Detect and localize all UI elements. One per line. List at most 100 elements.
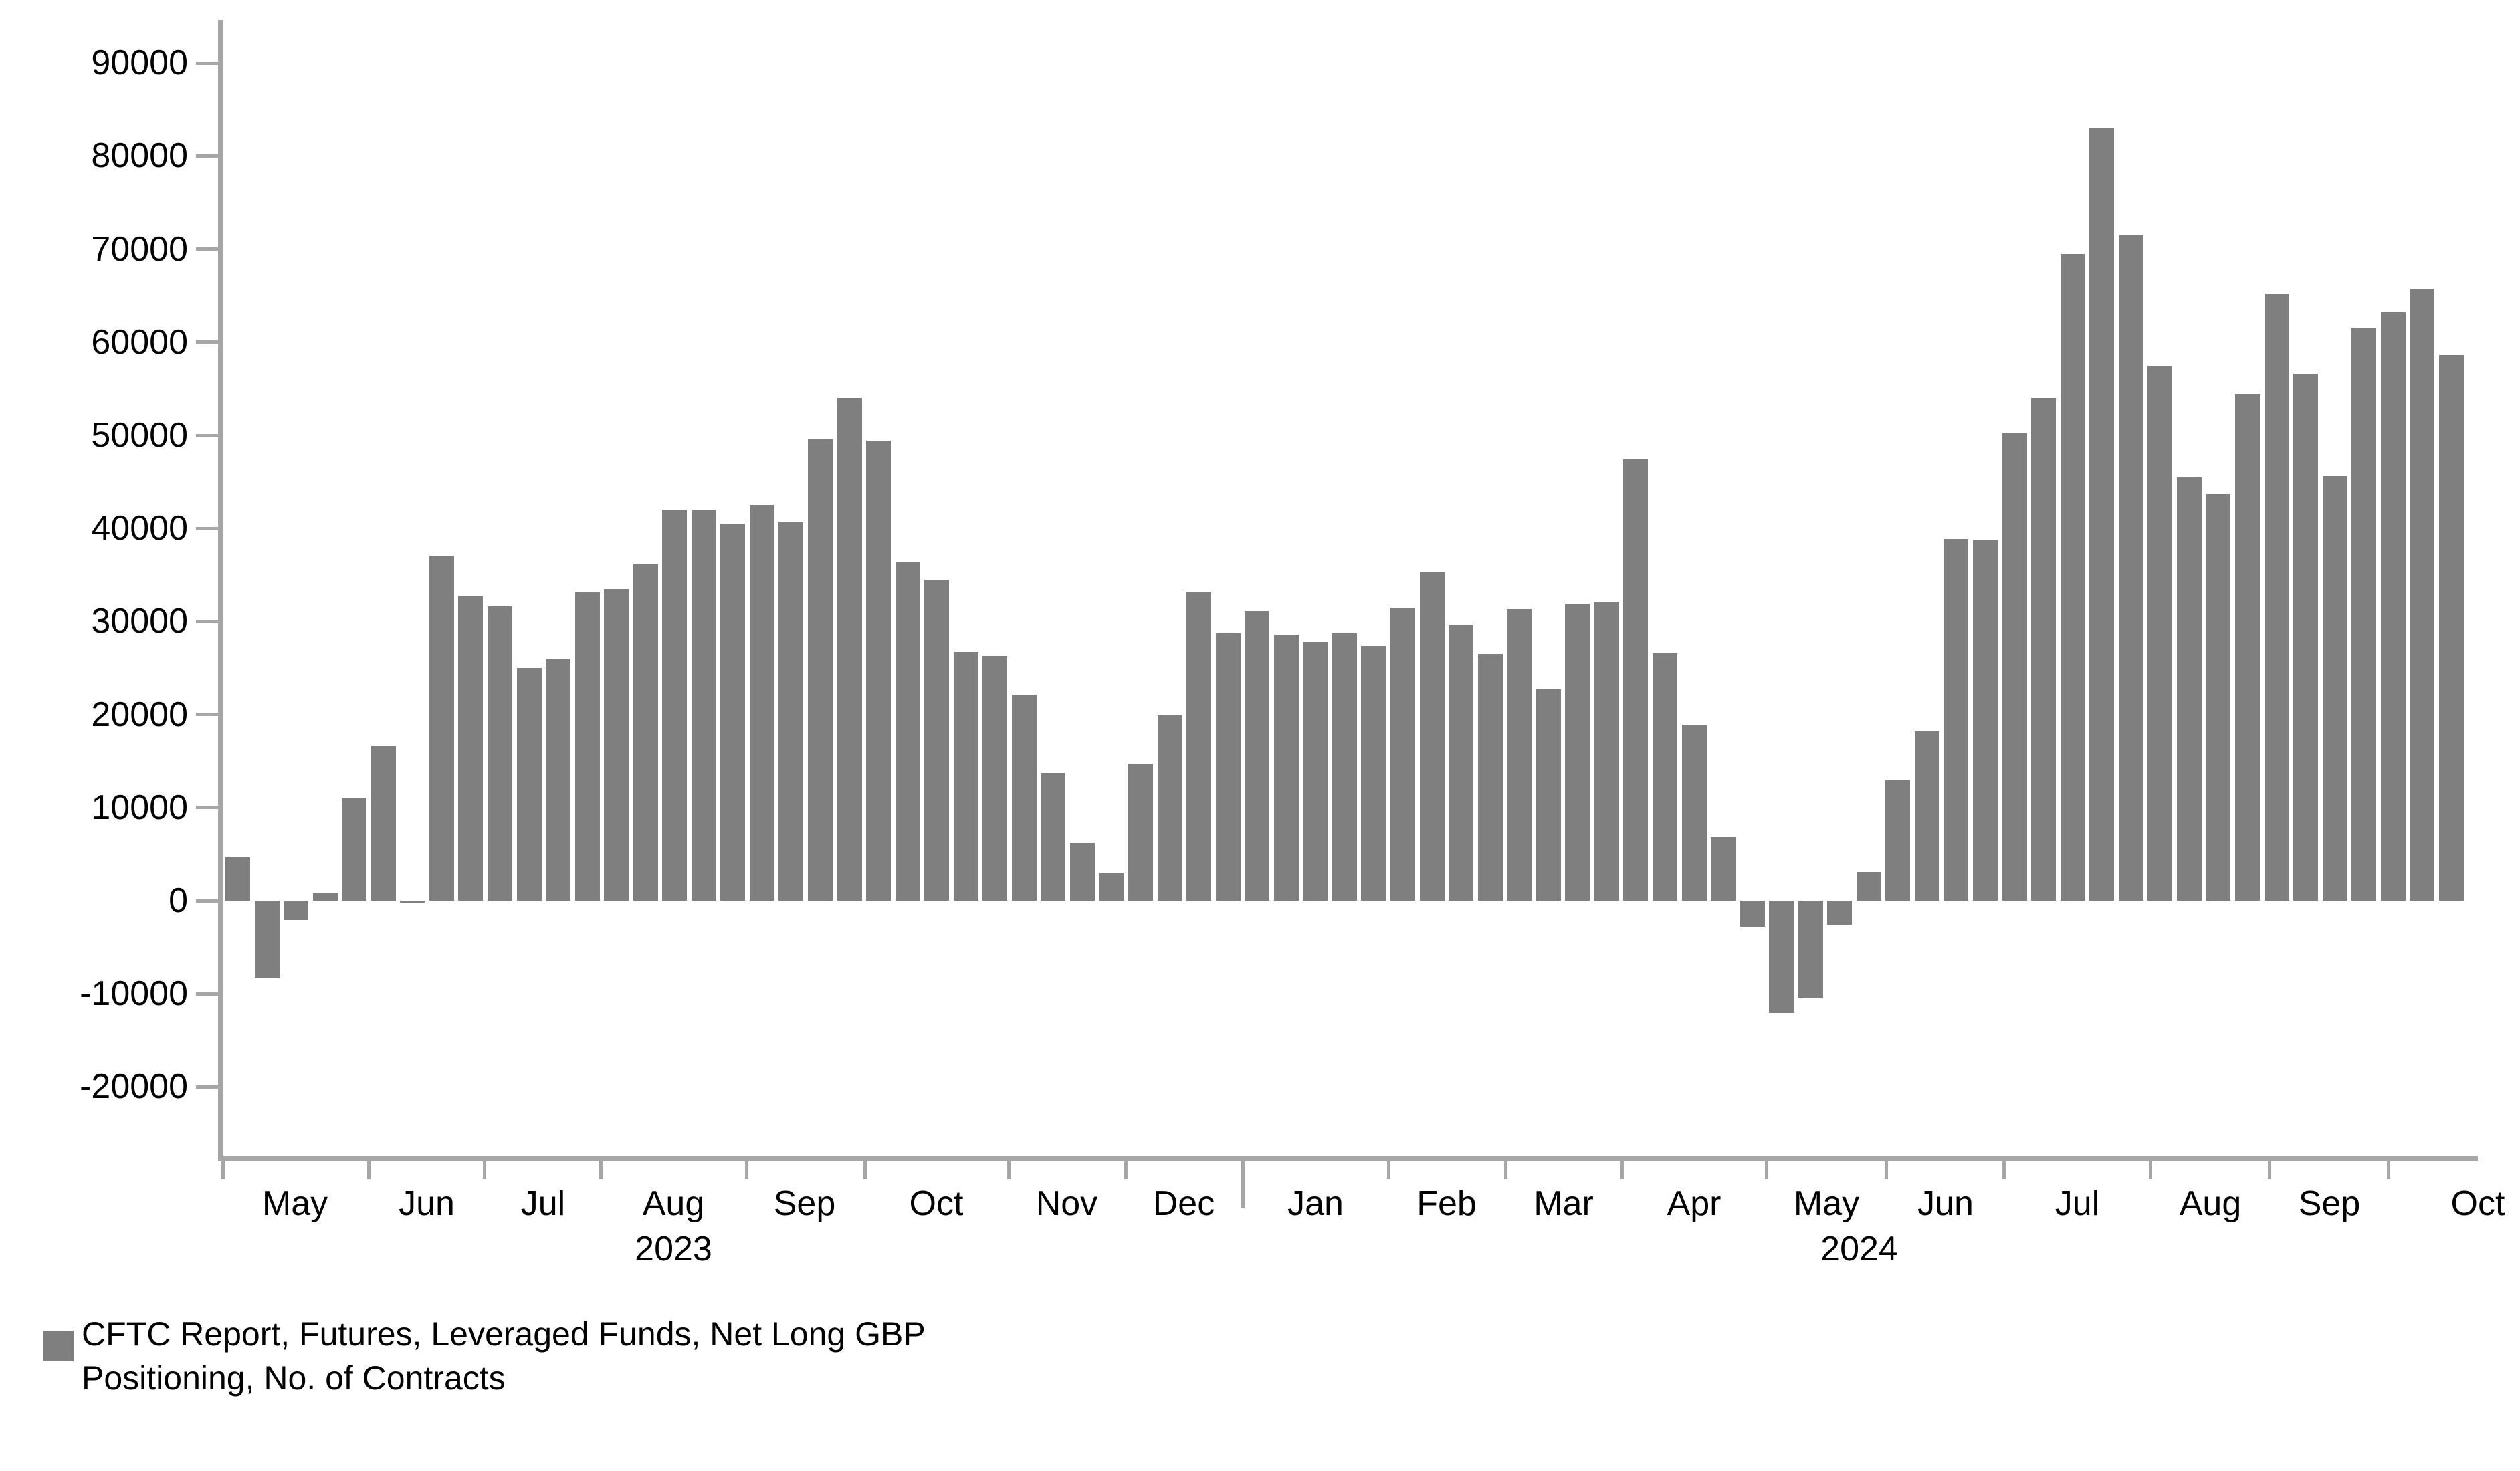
bar-74: [2351, 327, 2377, 901]
bar-17: [691, 510, 716, 901]
month-label-jan: Jan: [1287, 1184, 1344, 1223]
bar-59: [1914, 731, 1939, 901]
bar-47: [1565, 603, 1590, 901]
bar-43: [1449, 624, 1474, 901]
month-tick: [1503, 1161, 1507, 1179]
y-tick: [196, 433, 218, 437]
bar-64: [2060, 253, 2085, 901]
month-label-oct: Oct: [909, 1184, 964, 1223]
bar-16: [662, 510, 688, 901]
month-tick: [863, 1161, 867, 1179]
bar-69: [2206, 493, 2231, 901]
bar-19: [749, 505, 774, 901]
bar-5: [342, 798, 367, 901]
legend-label: CFTC Report, Futures, Leveraged Funds, N…: [82, 1312, 926, 1400]
y-tick: [196, 713, 218, 717]
bar-1: [225, 857, 250, 901]
month-label-sep: Sep: [773, 1184, 836, 1223]
legend-label-line2: Positioning, No. of Contracts: [82, 1359, 506, 1397]
month-label-jul: Jul: [2055, 1184, 2100, 1223]
bar-52: [1711, 837, 1736, 901]
bar-26: [953, 652, 978, 901]
month-tick: [1884, 1161, 1888, 1179]
bar-41: [1390, 607, 1415, 901]
bar-55: [1798, 901, 1823, 999]
year-label-2024: 2024: [1820, 1230, 1898, 1268]
bar-53: [1740, 901, 1765, 927]
bar-66: [2118, 235, 2143, 901]
bar-63: [2031, 398, 2057, 901]
bar-13: [574, 592, 600, 901]
bar-23: [866, 441, 891, 901]
month-tick: [1386, 1161, 1390, 1179]
bar-3: [284, 901, 309, 921]
year-divider-tick: [1241, 1161, 1245, 1208]
y-tick-label: 0: [169, 881, 188, 920]
y-tick: [196, 154, 218, 158]
y-tick-label: 40000: [91, 509, 188, 548]
month-tick: [744, 1161, 748, 1179]
month-tick: [2267, 1161, 2271, 1179]
bar-18: [720, 524, 746, 901]
bar-56: [1827, 901, 1853, 925]
y-tick-label: 50000: [91, 416, 188, 455]
bar-27: [982, 655, 1008, 901]
month-tick: [482, 1161, 486, 1179]
bar-14: [604, 588, 629, 901]
y-tick: [196, 992, 218, 996]
y-tick-label: 20000: [91, 695, 188, 734]
y-tick-label: 10000: [91, 788, 188, 827]
bar-10: [487, 606, 512, 901]
y-tick: [196, 526, 218, 530]
bar-9: [458, 596, 484, 901]
y-tick: [196, 61, 218, 65]
y-tick-label: 80000: [91, 136, 188, 176]
bar-35: [1215, 633, 1241, 901]
bar-7: [400, 901, 425, 903]
month-tick: [2386, 1161, 2390, 1179]
bar-25: [924, 579, 950, 901]
bar-37: [1273, 634, 1299, 901]
month-tick: [2148, 1161, 2152, 1179]
bar-42: [1419, 572, 1445, 901]
bar-50: [1652, 653, 1677, 901]
bar-31: [1099, 873, 1124, 901]
month-label-jun: Jun: [1917, 1184, 1974, 1223]
y-tick-label: 70000: [91, 229, 188, 269]
bar-48: [1594, 602, 1619, 901]
y-tick: [196, 340, 218, 344]
month-tick: [221, 1161, 225, 1179]
month-label-jul: Jul: [520, 1184, 566, 1223]
month-tick: [366, 1161, 371, 1179]
bar-6: [371, 745, 396, 901]
bar-57: [1856, 871, 1881, 901]
month-tick: [1764, 1161, 1768, 1179]
month-tick: [1620, 1161, 1624, 1179]
bar-12: [546, 659, 571, 901]
bar-15: [633, 564, 658, 901]
month-tick: [2002, 1161, 2006, 1179]
month-label-jun: Jun: [399, 1184, 455, 1223]
bar-60: [1944, 538, 1969, 901]
bar-49: [1623, 459, 1649, 901]
bar-38: [1303, 642, 1328, 901]
bar-70: [2234, 394, 2260, 901]
month-label-apr: Apr: [1667, 1184, 1721, 1223]
bar-30: [1069, 842, 1095, 901]
legend-swatch: [43, 1331, 74, 1361]
y-axis-line: [218, 20, 223, 1161]
bar-58: [1885, 780, 1911, 901]
month-label-nov: Nov: [1035, 1184, 1098, 1223]
y-tick: [196, 899, 218, 903]
bar-39: [1332, 633, 1357, 901]
month-label-aug: Aug: [642, 1184, 705, 1223]
bar-77: [2438, 355, 2464, 901]
y-tick: [196, 806, 218, 810]
y-tick-label: 60000: [91, 322, 188, 362]
bar-46: [1536, 689, 1561, 901]
bar-32: [1128, 764, 1154, 901]
y-tick-label: 90000: [91, 43, 188, 83]
y-tick-label: 30000: [91, 602, 188, 641]
bar-61: [1973, 540, 1998, 901]
